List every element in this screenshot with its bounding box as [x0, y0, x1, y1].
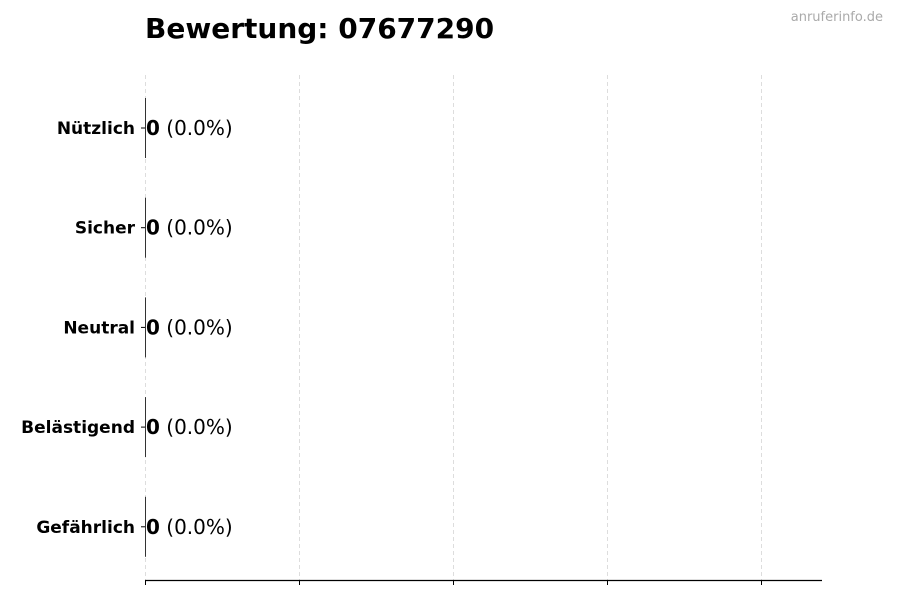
data-label-percent: (0.0%) — [160, 415, 233, 439]
data-label-percent: (0.0%) — [160, 315, 233, 339]
data-label-percent: (0.0%) — [160, 216, 233, 240]
data-label-percent: (0.0%) — [160, 515, 233, 539]
y-tick-label: Neutral — [63, 318, 135, 338]
y-tick-label: Nützlich — [57, 119, 135, 139]
data-label-count: 0 — [146, 315, 160, 339]
data-label-count: 0 — [146, 216, 160, 240]
y-tick-label: Gefährlich — [36, 518, 135, 538]
bar — [145, 397, 146, 458]
data-label: 0 (0.0%) — [146, 315, 233, 339]
y-tick-label: Sicher — [75, 219, 136, 239]
data-label-count: 0 — [146, 116, 160, 140]
bar — [145, 98, 146, 158]
bar — [145, 297, 146, 358]
bar — [145, 197, 146, 258]
data-label: 0 (0.0%) — [146, 116, 233, 140]
data-label: 0 (0.0%) — [146, 216, 233, 240]
watermark: anruferinfo.de — [790, 10, 883, 25]
bar — [145, 496, 146, 557]
data-label: 0 (0.0%) — [146, 415, 233, 439]
chart-title: Bewertung: 07677290 — [145, 12, 495, 45]
data-label-count: 0 — [146, 415, 160, 439]
data-label: 0 (0.0%) — [146, 515, 233, 539]
data-label-count: 0 — [146, 515, 160, 539]
data-label-percent: (0.0%) — [160, 116, 233, 140]
y-tick-label: Belästigend — [21, 418, 135, 438]
